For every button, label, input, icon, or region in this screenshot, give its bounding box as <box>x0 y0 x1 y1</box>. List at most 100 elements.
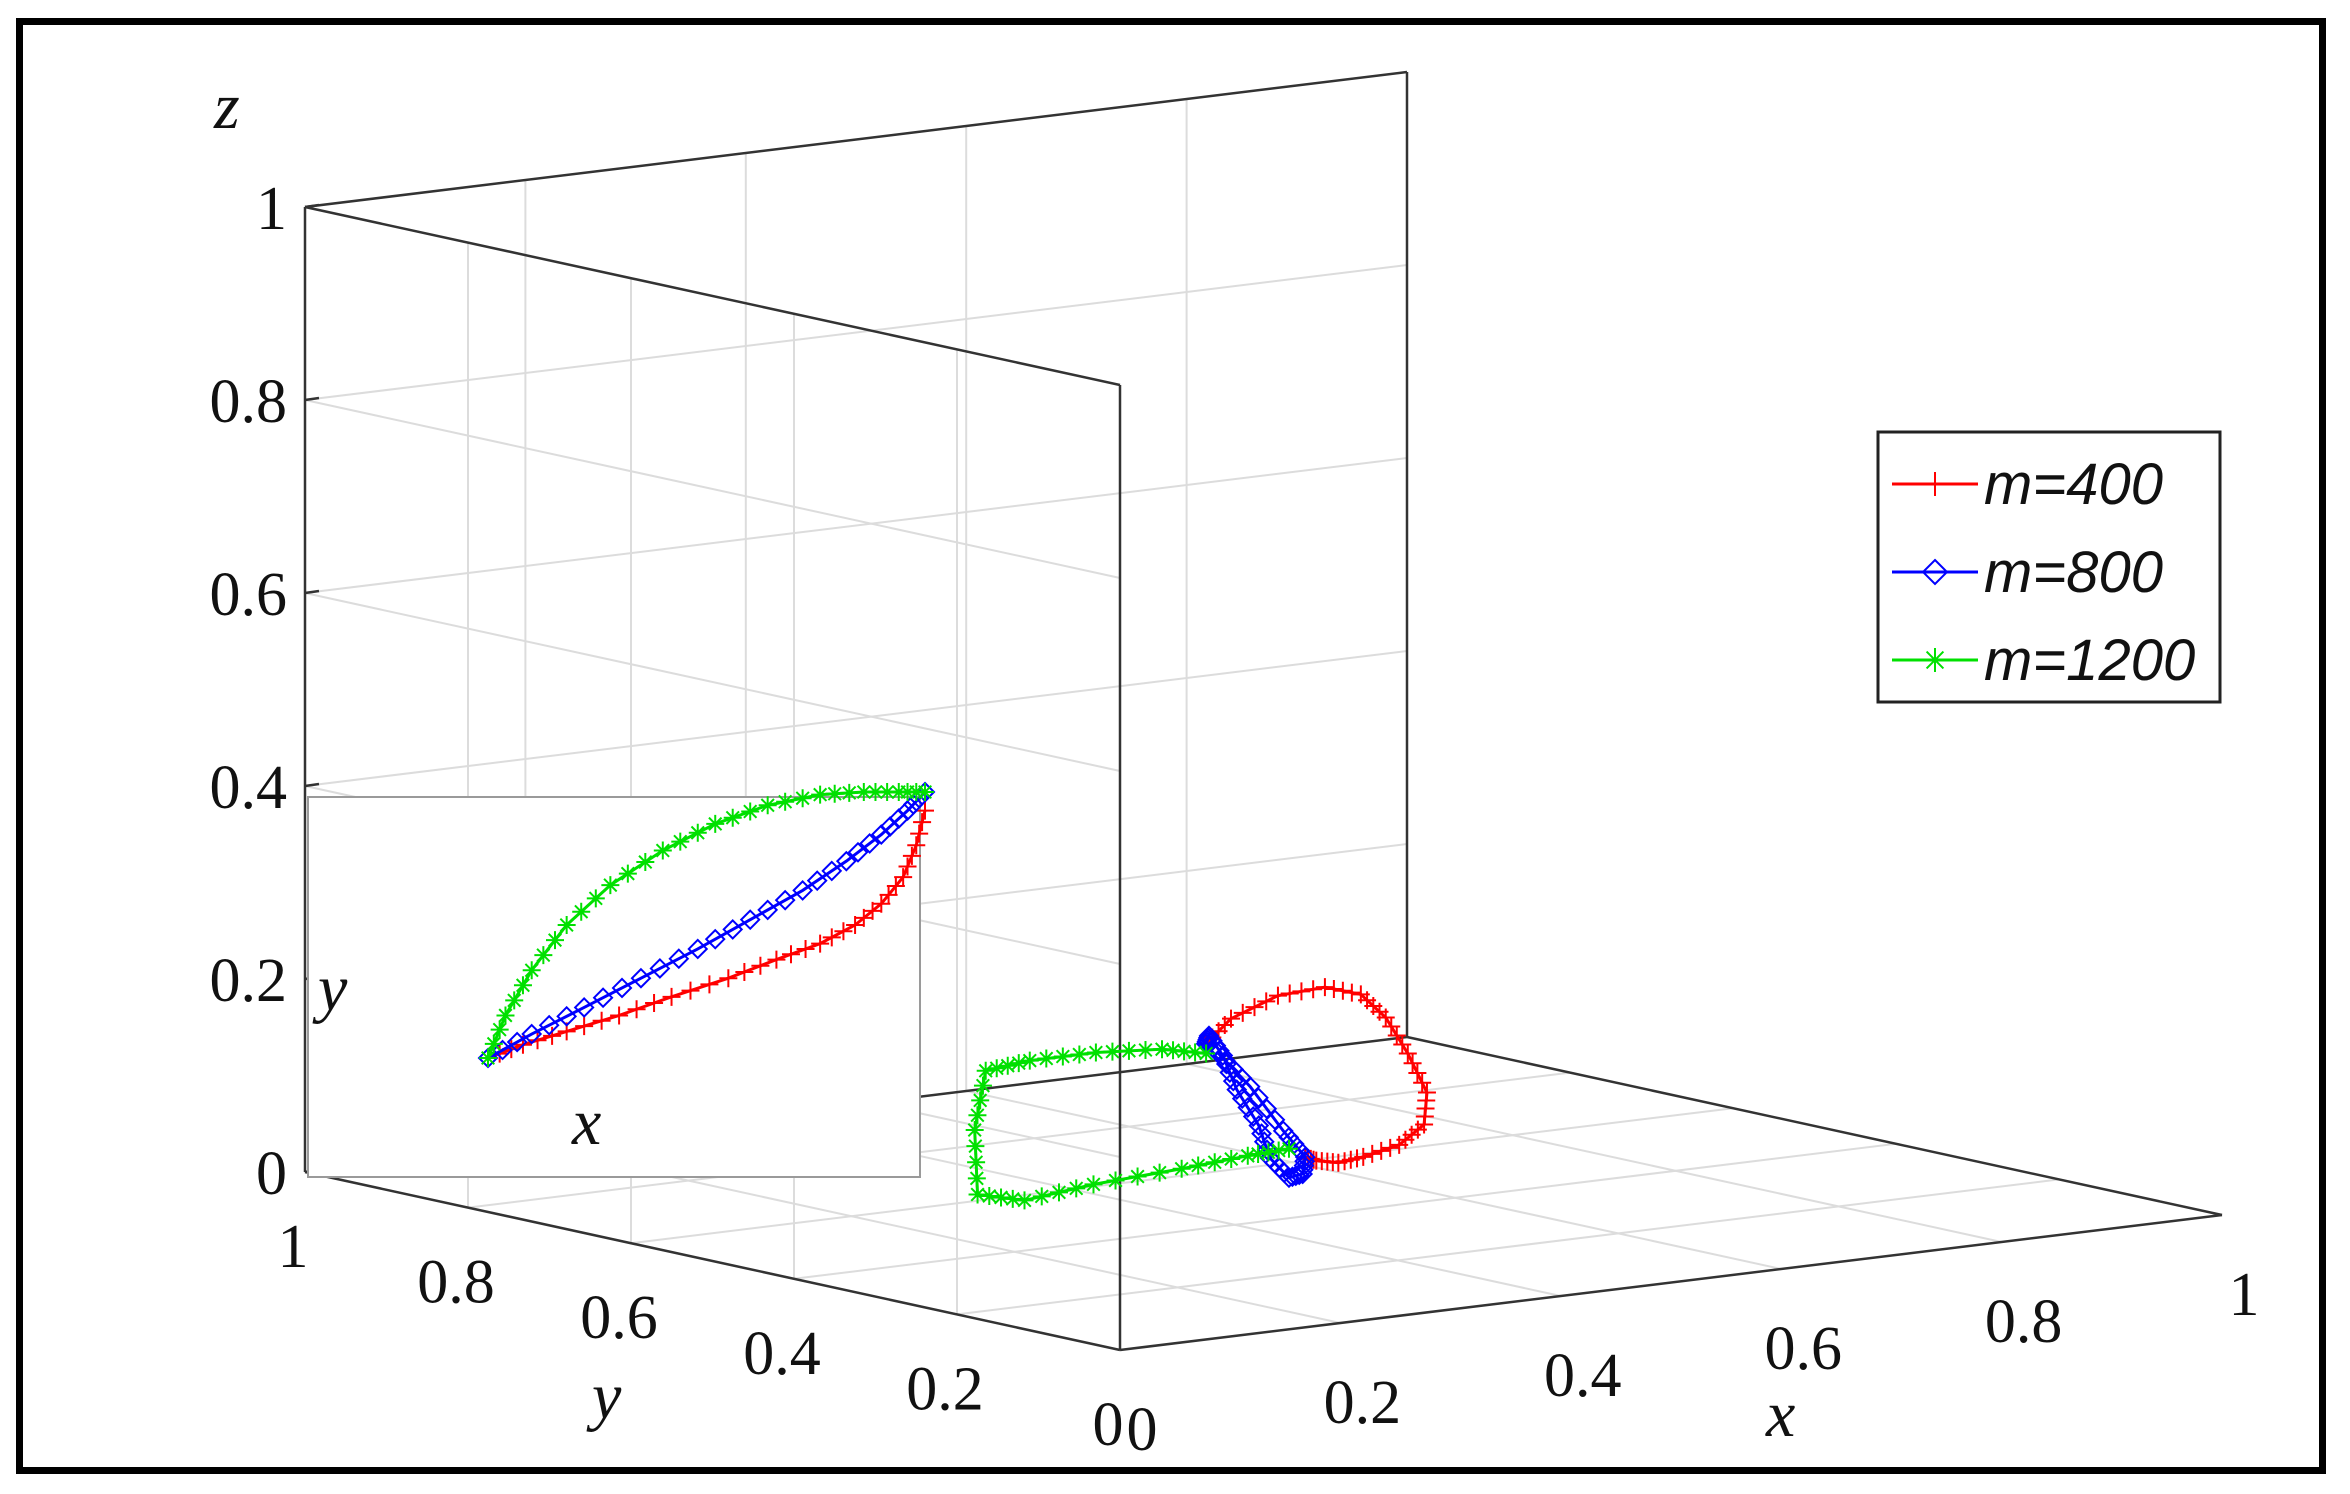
z-tick-mark <box>304 782 320 788</box>
inset-data-point <box>611 977 633 999</box>
inset-data-point <box>907 836 926 855</box>
inset-data-point <box>592 1011 611 1030</box>
data-point <box>987 1059 1006 1078</box>
legend-label: m=1200 <box>1984 628 2195 693</box>
data-point <box>967 1153 986 1172</box>
x-tick-label: 1 <box>2229 1261 2260 1329</box>
inset-data-point <box>556 1005 578 1027</box>
data-point <box>1403 1054 1422 1073</box>
data-point <box>1103 1042 1122 1061</box>
y-axis-label: y <box>586 1360 622 1433</box>
data-point <box>980 1186 999 1205</box>
data-point <box>1248 1115 1270 1136</box>
data-point <box>1128 1167 1147 1186</box>
data-point <box>1205 1153 1224 1172</box>
data-point <box>1053 1047 1072 1066</box>
inset-data-point <box>627 1000 646 1019</box>
data-point <box>1009 1054 1028 1073</box>
inset-data-point <box>636 853 655 872</box>
inset-data-point <box>662 987 681 1006</box>
inset-data-point <box>618 864 637 883</box>
data-point <box>1015 1191 1034 1210</box>
inset-data-point <box>854 783 873 801</box>
inset-data-point <box>479 1049 497 1067</box>
data-point <box>1398 1044 1417 1063</box>
data-point <box>968 1106 987 1125</box>
inset-data-point <box>610 1006 629 1025</box>
data-point <box>1032 1187 1051 1206</box>
data-point <box>1381 1138 1400 1157</box>
data-point <box>1233 1003 1252 1022</box>
z-tick-label: 1 <box>256 175 287 243</box>
inset-data-point <box>538 1014 560 1036</box>
x-tick-label: 0.2 <box>1324 1369 1402 1437</box>
data-point <box>1153 1040 1172 1059</box>
x-tick-label: 0.8 <box>1985 1288 2063 1356</box>
axis-edge <box>1119 1213 2223 1352</box>
inset-data-point <box>557 916 576 934</box>
data-point <box>1175 1042 1194 1061</box>
inset-data-point <box>630 967 652 989</box>
legend-entry-m=1200: m=1200 <box>1892 628 2195 693</box>
grid-line-z <box>304 457 1408 772</box>
data-point <box>1408 1063 1427 1082</box>
legend-marker <box>1921 558 1949 586</box>
inset-data-point <box>687 938 709 960</box>
data-point <box>1070 1045 1089 1064</box>
axis-edge <box>304 205 1121 387</box>
data-point <box>1172 1159 1191 1178</box>
y-tick-label: 0.2 <box>906 1355 984 1423</box>
data-point <box>1222 1009 1241 1028</box>
x-axis-label: x <box>1765 1378 1795 1451</box>
inset-y-label: y <box>312 952 348 1025</box>
z-tick-label: 0.4 <box>210 754 288 822</box>
inset-data-point <box>681 981 700 1000</box>
legend-label: m=400 <box>1984 452 2163 517</box>
grid-line-z <box>304 71 1408 386</box>
data-point <box>1289 1140 1311 1161</box>
inset-data-point <box>866 783 885 801</box>
z-tick-label: 0.8 <box>210 368 288 436</box>
data-point <box>992 1188 1011 1207</box>
inset-data-point <box>534 946 553 965</box>
data-point <box>1197 1044 1216 1063</box>
data-point <box>1253 1131 1275 1153</box>
z-tick-label: 0.6 <box>210 561 288 629</box>
data-point <box>1259 1143 1278 1162</box>
x-tick-label: 0.4 <box>1544 1342 1622 1410</box>
inset-data-point <box>767 950 786 969</box>
inset-data-point <box>751 956 770 975</box>
inset-data-point <box>840 783 859 802</box>
axis-edge <box>304 1170 1121 1352</box>
inset-series-m=1200 <box>479 783 934 1067</box>
y-tick-label: 0.8 <box>417 1249 495 1317</box>
legend-label: m=800 <box>1984 540 2163 605</box>
data-point <box>1363 1144 1382 1163</box>
y-tick-label: 0.6 <box>580 1284 658 1352</box>
inset-data-point <box>757 899 779 921</box>
y-tick-label: 0 <box>1093 1391 1124 1459</box>
inset-data-point <box>645 994 664 1013</box>
data-point <box>1237 1097 1259 1118</box>
grid-line-y-floor <box>467 1071 1571 1209</box>
inset-data-point <box>723 808 742 827</box>
inset-data-point <box>811 934 830 953</box>
inset-data-point <box>886 876 905 895</box>
z-tick-mark <box>304 589 320 595</box>
data-point <box>998 1056 1017 1075</box>
inset-data-point <box>758 796 777 815</box>
inset-data-point <box>700 975 719 994</box>
inset-data-point <box>902 793 924 815</box>
data-point <box>1242 1106 1264 1127</box>
inset-data-point <box>653 841 672 860</box>
data-point <box>967 1169 986 1188</box>
data-point <box>1269 1141 1288 1160</box>
inset-data-point <box>879 885 898 904</box>
data-point <box>1315 978 1334 997</box>
inset-data-point <box>863 901 882 920</box>
inset-data-point <box>484 1034 503 1053</box>
inset-data-point <box>505 991 524 1010</box>
grid-line-y-floor <box>956 1178 2060 1316</box>
grid-layer <box>303 70 2223 1352</box>
